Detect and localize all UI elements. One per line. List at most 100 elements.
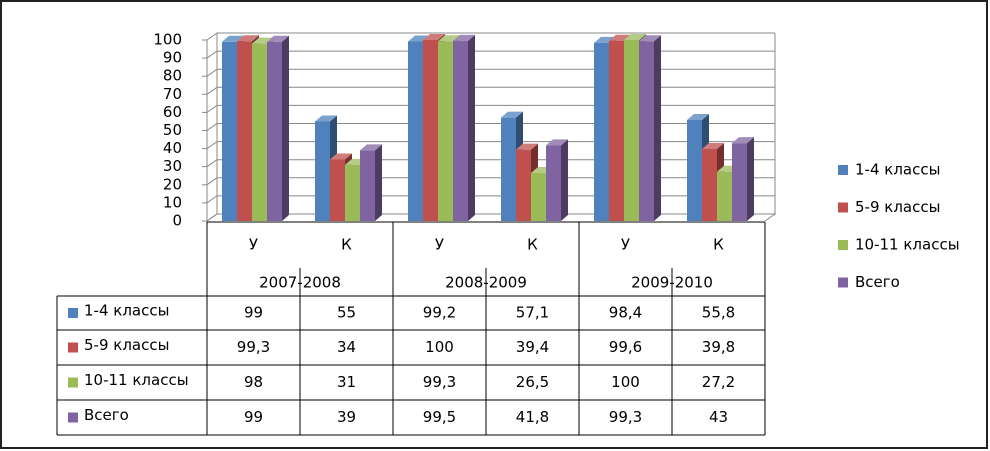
group-label: 2008-2009: [445, 274, 527, 292]
x-tick-label: У: [621, 236, 630, 254]
bar: [360, 144, 382, 221]
grid-line: [206, 32, 775, 41]
bar-front: [717, 171, 732, 221]
legend-label: 5-9 классы: [855, 198, 940, 216]
cell-value: 99,5: [423, 408, 456, 426]
y-tick-label: 50: [163, 121, 182, 139]
bar-front: [702, 148, 717, 221]
legend-label: Всего: [855, 273, 900, 291]
bar-front: [360, 150, 375, 221]
bar-top: [501, 111, 523, 118]
grid-line: [206, 68, 775, 77]
bar-top: [237, 35, 259, 42]
grid-line: [206, 123, 775, 131]
cell-value: 57,1: [516, 304, 549, 322]
row-label: 1-4 классы: [84, 302, 169, 320]
bar-top: [732, 137, 754, 144]
bar-front: [222, 41, 237, 222]
grid-line: [206, 50, 775, 59]
bar: [639, 35, 661, 221]
bar-top: [516, 143, 538, 150]
group-label: 2007-2008: [259, 274, 341, 292]
legend-key: [838, 202, 848, 213]
bar-top: [453, 34, 475, 41]
row-label: 10-11 классы: [84, 371, 189, 389]
bar-top: [639, 35, 661, 42]
bar-top: [360, 144, 382, 151]
cell-value: 99,3: [423, 373, 456, 391]
y-tick-label: 80: [163, 67, 182, 85]
bar-front: [624, 40, 639, 221]
legend-label: 1-4 классы: [855, 161, 940, 179]
bar-front: [423, 40, 438, 221]
bar-side: [654, 35, 661, 221]
y-tick-label: 20: [163, 175, 182, 193]
y-tick-label: 60: [163, 103, 182, 121]
bar-front: [609, 40, 624, 221]
row-label: 5-9 классы: [84, 336, 169, 354]
grid-line: [206, 177, 775, 186]
bar-front: [315, 121, 330, 221]
bar-top: [687, 114, 709, 121]
cell-value: 98: [244, 373, 263, 391]
bar-front: [408, 41, 423, 222]
bar: [267, 35, 289, 222]
bar-top: [624, 34, 646, 40]
grid-line: [206, 86, 775, 95]
grid-line: [206, 195, 775, 204]
bar-front: [546, 145, 561, 221]
cell-value: 99: [244, 408, 263, 426]
cell-value: 98,4: [609, 304, 642, 322]
bar-top: [546, 139, 568, 146]
bar-front: [267, 41, 282, 222]
bar-side: [747, 137, 754, 221]
legend-key: [68, 412, 78, 423]
y-tick-label: 100: [153, 31, 182, 49]
group-label: 2009-2010: [631, 274, 713, 292]
y-tick-label: 30: [163, 157, 182, 175]
grid-line: [206, 141, 775, 150]
cell-value: 99: [244, 304, 263, 322]
y-tick-label: 90: [163, 49, 182, 67]
bar-front: [453, 40, 468, 221]
y-tick-label: 40: [163, 139, 182, 157]
bar-front: [237, 41, 252, 221]
bar-top: [423, 34, 445, 40]
cell-value: 31: [337, 373, 356, 391]
x-tick-label: У: [249, 236, 258, 254]
bar-front: [345, 164, 360, 221]
x-tick-label: К: [527, 236, 538, 254]
bar-front: [501, 117, 516, 221]
bar: [732, 137, 754, 221]
bar-top: [702, 142, 724, 149]
cell-value: 26,5: [516, 373, 549, 391]
cell-value: 100: [611, 373, 640, 391]
grid-line: [206, 104, 775, 113]
grid-line: [206, 213, 775, 222]
bar-side: [375, 144, 382, 221]
bar-front: [330, 159, 345, 221]
bar-front: [687, 120, 702, 221]
legend-key: [838, 165, 848, 175]
bar-side: [561, 139, 568, 221]
cell-value: 27,2: [702, 373, 735, 391]
bar-front: [639, 41, 654, 221]
bar-top: [267, 35, 289, 42]
cell-value: 39,8: [702, 338, 735, 356]
cell-value: 99,2: [423, 304, 456, 322]
cell-value: 41,8: [516, 408, 549, 426]
cell-value: 55: [337, 304, 356, 322]
legend-label: 10-11 классы: [855, 236, 960, 254]
x-tick-label: К: [713, 236, 724, 254]
legend-key: [68, 342, 78, 353]
bar: [546, 139, 568, 221]
bar-front: [531, 173, 546, 221]
cell-value: 99,6: [609, 338, 642, 356]
bar-side: [468, 34, 475, 221]
bar-front: [438, 41, 453, 221]
cell-value: 55,8: [702, 304, 735, 322]
x-tick-label: У: [435, 236, 444, 254]
legend-key: [838, 277, 848, 288]
bar-front: [516, 149, 531, 221]
y-tick-label: 10: [163, 193, 182, 211]
